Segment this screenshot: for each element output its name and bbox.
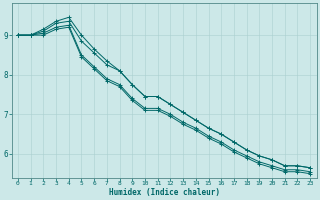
X-axis label: Humidex (Indice chaleur): Humidex (Indice chaleur) (108, 188, 220, 197)
